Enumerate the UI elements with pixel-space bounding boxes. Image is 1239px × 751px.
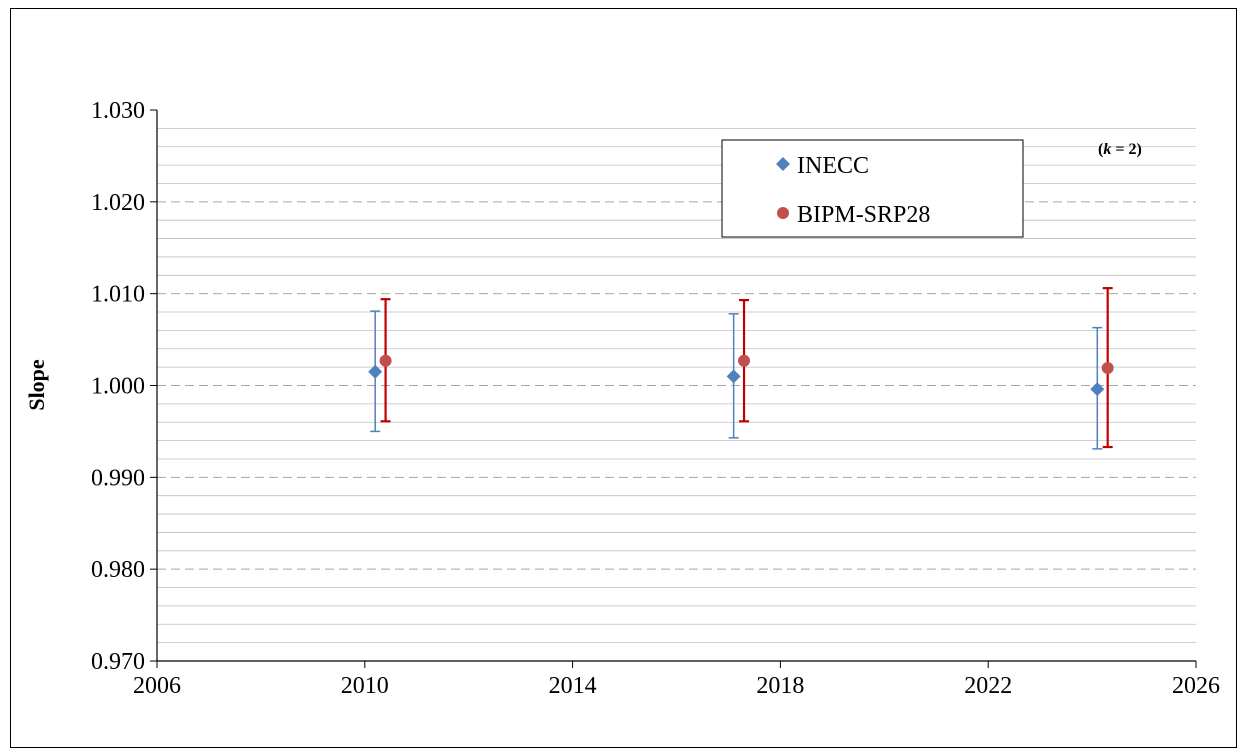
y-tick-label: 1.000 xyxy=(91,374,145,400)
axes xyxy=(150,109,1197,668)
series-inecc xyxy=(368,310,1105,450)
data-point-diamond xyxy=(726,369,741,384)
legend: INECC BIPM-SRP28 xyxy=(721,139,1024,238)
x-tick-label: 2018 xyxy=(756,673,804,699)
series-bipm-srp28 xyxy=(379,287,1114,449)
tick-labels: 0.970 0.980 0.990 1.000 1.010 1.020 1.030 2006 2… xyxy=(91,98,1220,699)
x-tick-label: 2006 xyxy=(133,673,181,699)
chart-frame xyxy=(10,8,1237,748)
data-point-circle xyxy=(379,354,392,367)
legend-marker-bipm xyxy=(777,207,789,219)
y-tick-label: 0.970 xyxy=(91,649,145,675)
data-point-circle xyxy=(1101,362,1114,375)
data-point-diamond xyxy=(1090,382,1105,397)
y-tick-label: 1.010 xyxy=(91,282,145,308)
data-point-diamond xyxy=(368,364,383,379)
x-tick-label: 2022 xyxy=(964,673,1012,699)
data-series xyxy=(368,287,1114,450)
coverage-factor-annotation: (k = 2) xyxy=(1098,141,1142,158)
x-tick-label: 2014 xyxy=(549,673,597,699)
y-tick-label: 0.990 xyxy=(91,465,145,491)
legend-label-inecc: INECC xyxy=(797,153,869,179)
legend-marker-inecc xyxy=(776,157,790,171)
y-axis-title: Slope xyxy=(24,359,49,411)
grid xyxy=(157,127,1196,644)
y-tick-label: 1.030 xyxy=(91,98,145,124)
x-tick-label: 2026 xyxy=(1172,673,1220,699)
legend-label-bipm: BIPM-SRP28 xyxy=(797,202,930,228)
y-tick-label: 0.980 xyxy=(91,557,145,583)
y-tick-label: 1.020 xyxy=(91,190,145,216)
legend-box xyxy=(721,139,1024,238)
data-point-circle xyxy=(738,354,751,367)
x-tick-label: 2010 xyxy=(341,673,389,699)
